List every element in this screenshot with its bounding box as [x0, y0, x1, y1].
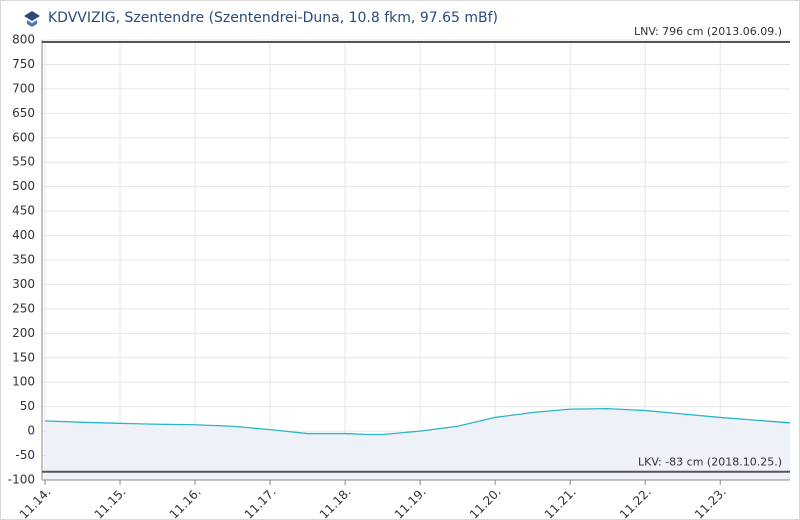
y-tick-label: 500 — [12, 179, 35, 193]
y-tick-label: -100 — [8, 473, 35, 487]
y-tick-label: 750 — [12, 57, 35, 71]
y-tick-label: 800 — [12, 33, 35, 47]
logo — [24, 11, 40, 27]
series-line — [44, 407, 791, 436]
y-tick-label: 250 — [12, 301, 35, 315]
y-tick-label: 350 — [12, 253, 35, 267]
y-tick-label: 700 — [12, 81, 35, 95]
y-tick-label: 0 — [27, 424, 35, 438]
y-tick-label: 400 — [12, 228, 35, 242]
y-tick-label: 150 — [12, 350, 35, 364]
y-tick-label: 650 — [12, 106, 35, 120]
y-tick-label: -50 — [15, 448, 35, 462]
reference-label: LNV: 796 cm (2013.06.09.) — [634, 25, 782, 38]
y-tick-label: 550 — [12, 155, 35, 169]
chart-title: KDVVIZIG, Szentendre (Szentendrei-Duna, … — [48, 10, 498, 26]
y-tick-label: 200 — [12, 326, 35, 340]
y-tick-label: 300 — [12, 277, 35, 291]
y-tick-label: 100 — [12, 375, 35, 389]
y-tick-label: 50 — [20, 399, 35, 413]
y-tick-label: 450 — [12, 204, 35, 218]
y-tick-label: 600 — [12, 130, 35, 144]
reference-label: LKV: -83 cm (2018.10.25.) — [638, 456, 782, 469]
